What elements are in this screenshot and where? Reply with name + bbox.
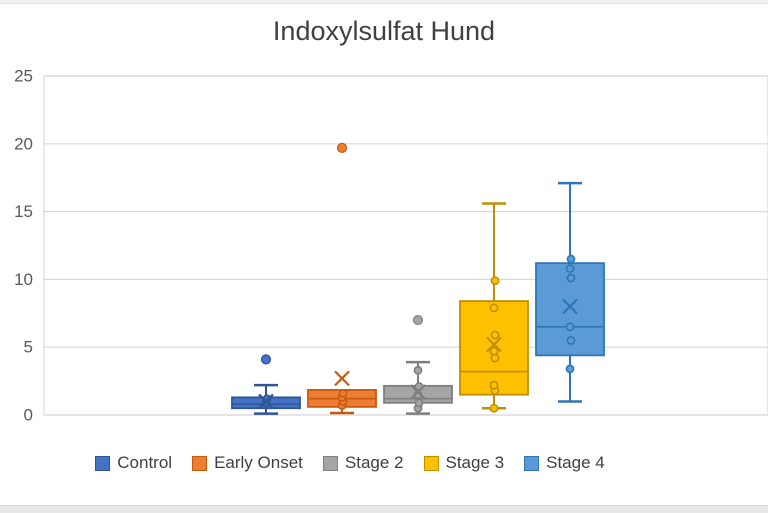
mean-marker-x xyxy=(410,384,426,400)
data-point xyxy=(490,276,500,286)
box-group-stage-3 xyxy=(459,202,529,413)
box-group-stage-4 xyxy=(535,181,605,403)
legend-item-stage-2: Stage 2 xyxy=(322,453,404,473)
mean-marker-x xyxy=(334,370,350,387)
data-point xyxy=(489,303,499,313)
legend-label: Control xyxy=(117,453,173,472)
chart-legend: Control Early Onset Stage 2 Stage 3 Stage 4 xyxy=(0,453,700,473)
legend-item-stage-3: Stage 3 xyxy=(423,453,505,473)
y-tick-label-25: 25 xyxy=(14,67,33,86)
legend-swatch-icon xyxy=(322,455,338,471)
chart-title: Indoxylsulfat Hund xyxy=(272,16,496,46)
data-point xyxy=(565,264,575,273)
legend-item-control: Control xyxy=(95,453,172,473)
legend-swatch-icon xyxy=(423,455,439,471)
data-point xyxy=(565,322,575,332)
legend-label: Stage 3 xyxy=(445,453,505,472)
data-point xyxy=(490,330,500,340)
box-group-early-onset xyxy=(307,142,377,415)
legend-swatch-icon xyxy=(95,455,111,471)
outlier-point xyxy=(412,314,424,326)
y-tick-label-5: 5 xyxy=(24,338,33,357)
data-point xyxy=(566,336,576,345)
y-tick-label-0: 0 xyxy=(24,406,33,425)
mean-marker-x xyxy=(486,336,502,353)
iqr-box xyxy=(459,300,529,396)
legend-label: Stage 2 xyxy=(344,453,404,472)
legend-swatch-icon xyxy=(524,455,540,471)
plot-area-border xyxy=(43,75,768,416)
y-tick-label-10: 10 xyxy=(14,270,33,289)
data-point xyxy=(414,398,424,408)
data-point xyxy=(566,273,576,283)
data-point xyxy=(489,380,499,390)
data-point xyxy=(413,365,423,375)
box-group-stage-2 xyxy=(383,314,453,415)
box-group-control xyxy=(231,354,301,415)
legend-swatch-icon xyxy=(192,455,208,471)
legend-label: Early Onset xyxy=(214,453,303,472)
bottom-edge-strip xyxy=(0,505,768,513)
mean-marker-x xyxy=(258,393,274,410)
outlier-point xyxy=(260,354,272,365)
legend-label: Stage 4 xyxy=(546,453,605,472)
y-tick-label-15: 15 xyxy=(14,202,33,221)
y-tick-label-20: 20 xyxy=(14,134,33,153)
legend-item-early-onset: Early Onset xyxy=(192,453,303,473)
data-point xyxy=(338,388,348,398)
legend-item-stage-4: Stage 4 xyxy=(524,453,605,473)
top-edge-strip xyxy=(0,0,768,4)
mean-marker-x xyxy=(562,298,578,315)
data-point xyxy=(489,346,499,356)
data-point xyxy=(566,254,576,264)
outlier-point xyxy=(336,142,348,153)
data-point xyxy=(489,403,499,413)
data-point xyxy=(565,364,575,374)
